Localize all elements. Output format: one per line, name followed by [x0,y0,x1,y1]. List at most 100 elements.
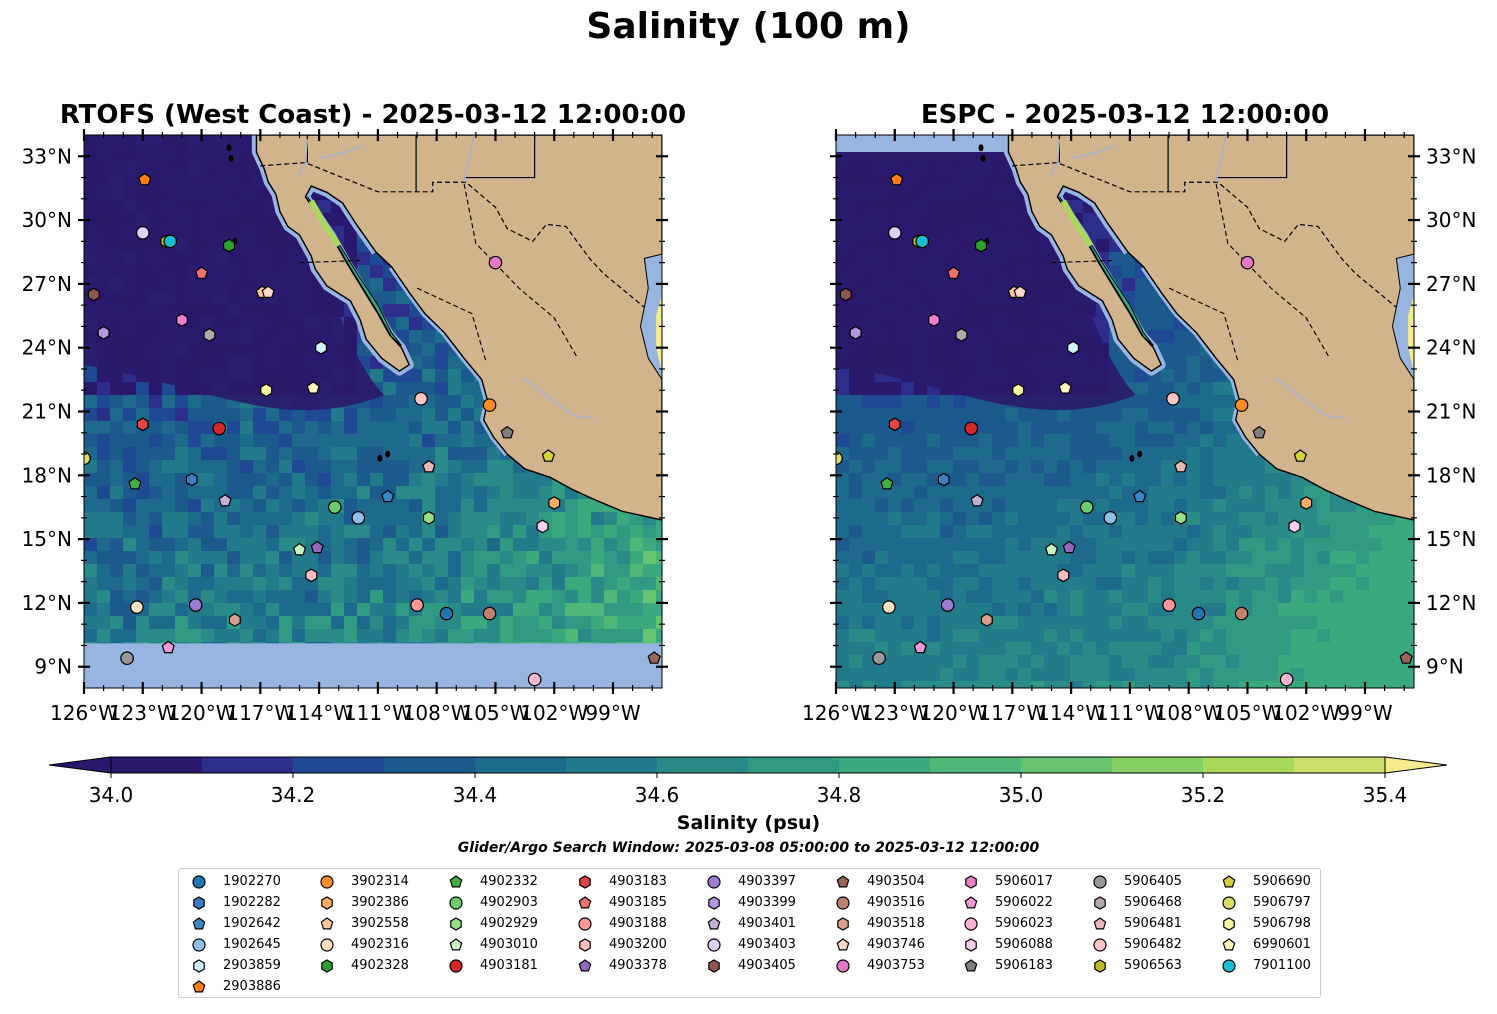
float-4903753 [488,255,503,270]
float-5906798 [260,383,273,398]
float-legend: 1902270 1902282 1902642 1902645 2903859 29038… [178,868,1321,998]
hexagon-marker-icon [1094,896,1106,910]
lon-tick-label: 111°W [344,701,412,725]
float-4902316 [130,600,144,614]
float-4903405 [839,287,852,302]
lon-tick-label: 111°W [1096,701,1164,725]
legend-label: 5906023 [995,916,1053,931]
lon-tick-label: 120°W [920,701,988,725]
lon-tick-label: 105°W [1213,701,1281,725]
legend-label: 7901100 [1253,958,1311,973]
pentagon-marker-icon [964,959,978,972]
pentagon-marker-icon [836,875,850,888]
float-4902332 [880,476,894,490]
legend-label: 4903378 [609,958,667,973]
float-5906023 [1279,672,1294,687]
lat-tick-label: 27°N [1426,272,1476,296]
legend-label: 4903185 [609,895,667,910]
legend-label: 4903753 [867,958,925,973]
lon-tick-label: 102°W [520,701,588,725]
legend-label: 4902903 [480,895,538,910]
hexagon-marker-icon [193,959,205,973]
float-5906468 [955,328,968,342]
colorbar-tick-label: 34.0 [89,783,134,807]
float-4903403 [135,226,150,240]
lat-tick-label: 9°N [34,655,72,679]
float-1902642 [1133,489,1147,503]
hexagon-marker-icon [965,875,977,889]
lat-tick-label: 21°N [22,400,72,424]
float-5906023 [527,672,542,687]
float-4903181 [212,421,226,436]
panel-title-espc: ESPC - 2025-03-12 12:00:00 [920,100,1330,130]
float-5906088 [536,519,549,534]
pentagon-marker-icon [836,938,850,951]
legend-label: 3902558 [351,916,409,931]
colorbar-tick-label: 34.2 [271,783,316,807]
hexagon-marker-icon [837,917,849,931]
legend-label: 1902645 [223,937,281,952]
float-4903518 [228,613,241,627]
float-6990601 [306,381,320,394]
float-4903746 [1013,285,1027,298]
lon-tick-label: 126°W [802,701,870,725]
lon-tick-label: 114°W [1037,701,1105,725]
panel-title-rtofs: RTOFS (West Coast) - 2025-03-12 12:00:00 [59,100,687,130]
lat-tick-label: 24°N [22,336,72,360]
float-5906017 [176,313,188,327]
lon-tick-label: 108°W [1155,701,1223,725]
float-4902328 [223,238,235,253]
float-4903181 [964,421,978,436]
pentagon-marker-icon [707,917,721,930]
float-4902903 [327,500,342,515]
legend-label: 4903746 [867,937,925,952]
float-4903516 [482,606,497,621]
pentagon-marker-icon [449,938,463,951]
float-4903753 [1240,255,1255,270]
legend-label: 5906481 [1124,916,1182,931]
legend-label: 5906798 [1253,916,1311,931]
legend-label: 4903504 [867,874,925,889]
float-5906183 [500,425,514,439]
legend-label: 4903200 [609,937,667,952]
float-4903746 [261,285,275,298]
legend-label: 4903181 [480,958,538,973]
float-3902314 [1234,398,1249,412]
lat-tick-label: 30°N [1426,208,1476,232]
float-4902929 [422,510,435,525]
float-6990601 [1058,381,1072,394]
float-4903397 [940,598,955,612]
circle-marker-icon [1093,938,1107,952]
circle-marker-icon [836,896,850,910]
hexagon-marker-icon [965,938,977,952]
lon-tick-label: 117°W [226,701,294,725]
hexagon-marker-icon [321,896,333,910]
lon-tick-label: 123°W [109,701,177,725]
hexagon-marker-icon [193,896,205,910]
float-4903200 [305,568,318,583]
legend-label: 5906797 [1253,895,1311,910]
legend-label: 4902316 [351,937,409,952]
legend-label: 4903399 [738,895,796,910]
float-4902328 [974,238,988,253]
legend-label: 4903518 [867,916,925,931]
float-4903188 [1162,598,1176,612]
figure-title: Salinity (100 m) [586,6,911,47]
hexagon-marker-icon [579,875,591,889]
lon-tick-label: 102°W [1272,701,1340,725]
search-window-note: Glider/Argo Search Window: 2025-03-08 05… [457,840,1040,856]
legend-label: 4903183 [609,874,667,889]
lat-tick-label: 12°N [1426,591,1476,615]
float-4903183 [888,417,901,432]
legend-label: 5906183 [995,958,1053,973]
float-4903504 [647,651,661,664]
colorbar-tick-label: 35.4 [1363,783,1408,807]
float-5906797 [836,451,843,466]
float-4903200 [1057,568,1070,583]
pentagon-marker-icon [192,917,206,930]
legend-label: 1902270 [223,874,281,889]
float-4903185 [194,266,209,279]
float-5906690 [1293,449,1308,462]
lon-tick-label: 108°W [403,701,471,725]
circle-marker-icon [192,938,206,952]
